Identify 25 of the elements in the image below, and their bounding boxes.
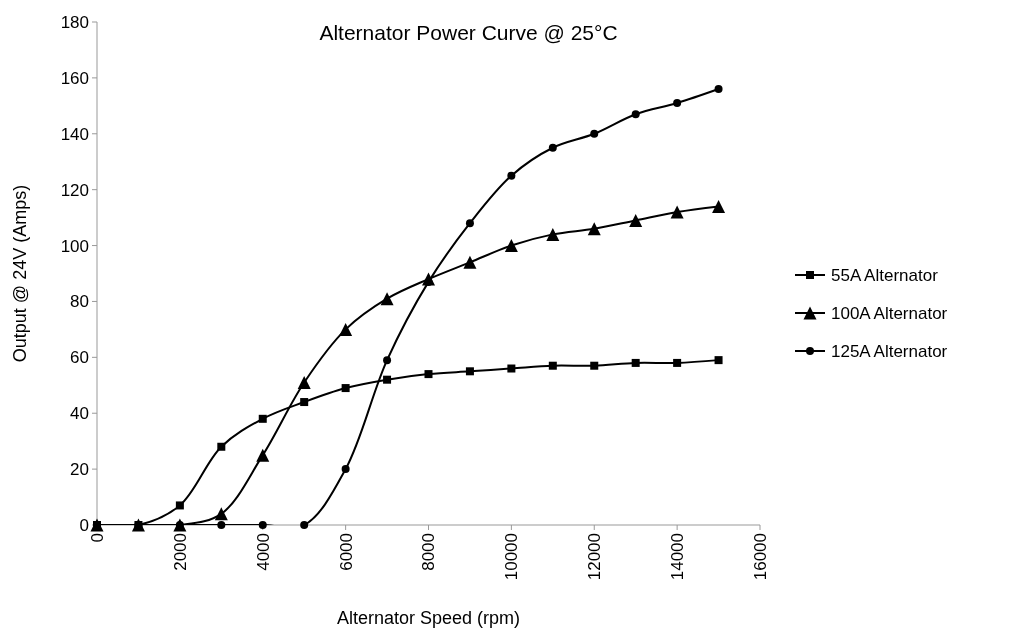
x-tick-label: 2000: [170, 533, 190, 571]
x-tick-label: 10000: [502, 533, 522, 581]
x-tick-label: 8000: [419, 533, 439, 571]
chart-title: Alternator Power Curve @ 25°C: [319, 21, 618, 44]
x-tick-label: 12000: [585, 533, 605, 581]
x-tick-label: 6000: [336, 533, 356, 571]
x-tick-label: 4000: [253, 533, 273, 571]
y-axis-title: Output @ 24V (Amps): [10, 184, 30, 363]
x-tick-label: 0: [87, 533, 107, 543]
legend-label: 100A Alternator: [831, 303, 948, 323]
y-tick-label: 180: [60, 12, 89, 32]
x-tick-label: 14000: [668, 533, 688, 581]
y-tick-label: 0: [79, 515, 89, 535]
y-tick-label: 160: [60, 68, 89, 88]
y-tick-label: 140: [60, 124, 89, 144]
y-tick-label: 20: [70, 460, 89, 480]
legend-label: 55A Alternator: [831, 265, 939, 285]
legend-label: 125A Alternator: [831, 341, 948, 361]
y-tick-label: 60: [70, 348, 89, 368]
x-tick-label: 16000: [750, 533, 770, 581]
x-axis-title: Alternator Speed (rpm): [336, 608, 521, 628]
y-tick-label: 80: [70, 292, 89, 312]
y-tick-label: 120: [60, 180, 89, 200]
y-tick-label: 40: [70, 404, 89, 424]
y-tick-label: 100: [60, 236, 89, 256]
